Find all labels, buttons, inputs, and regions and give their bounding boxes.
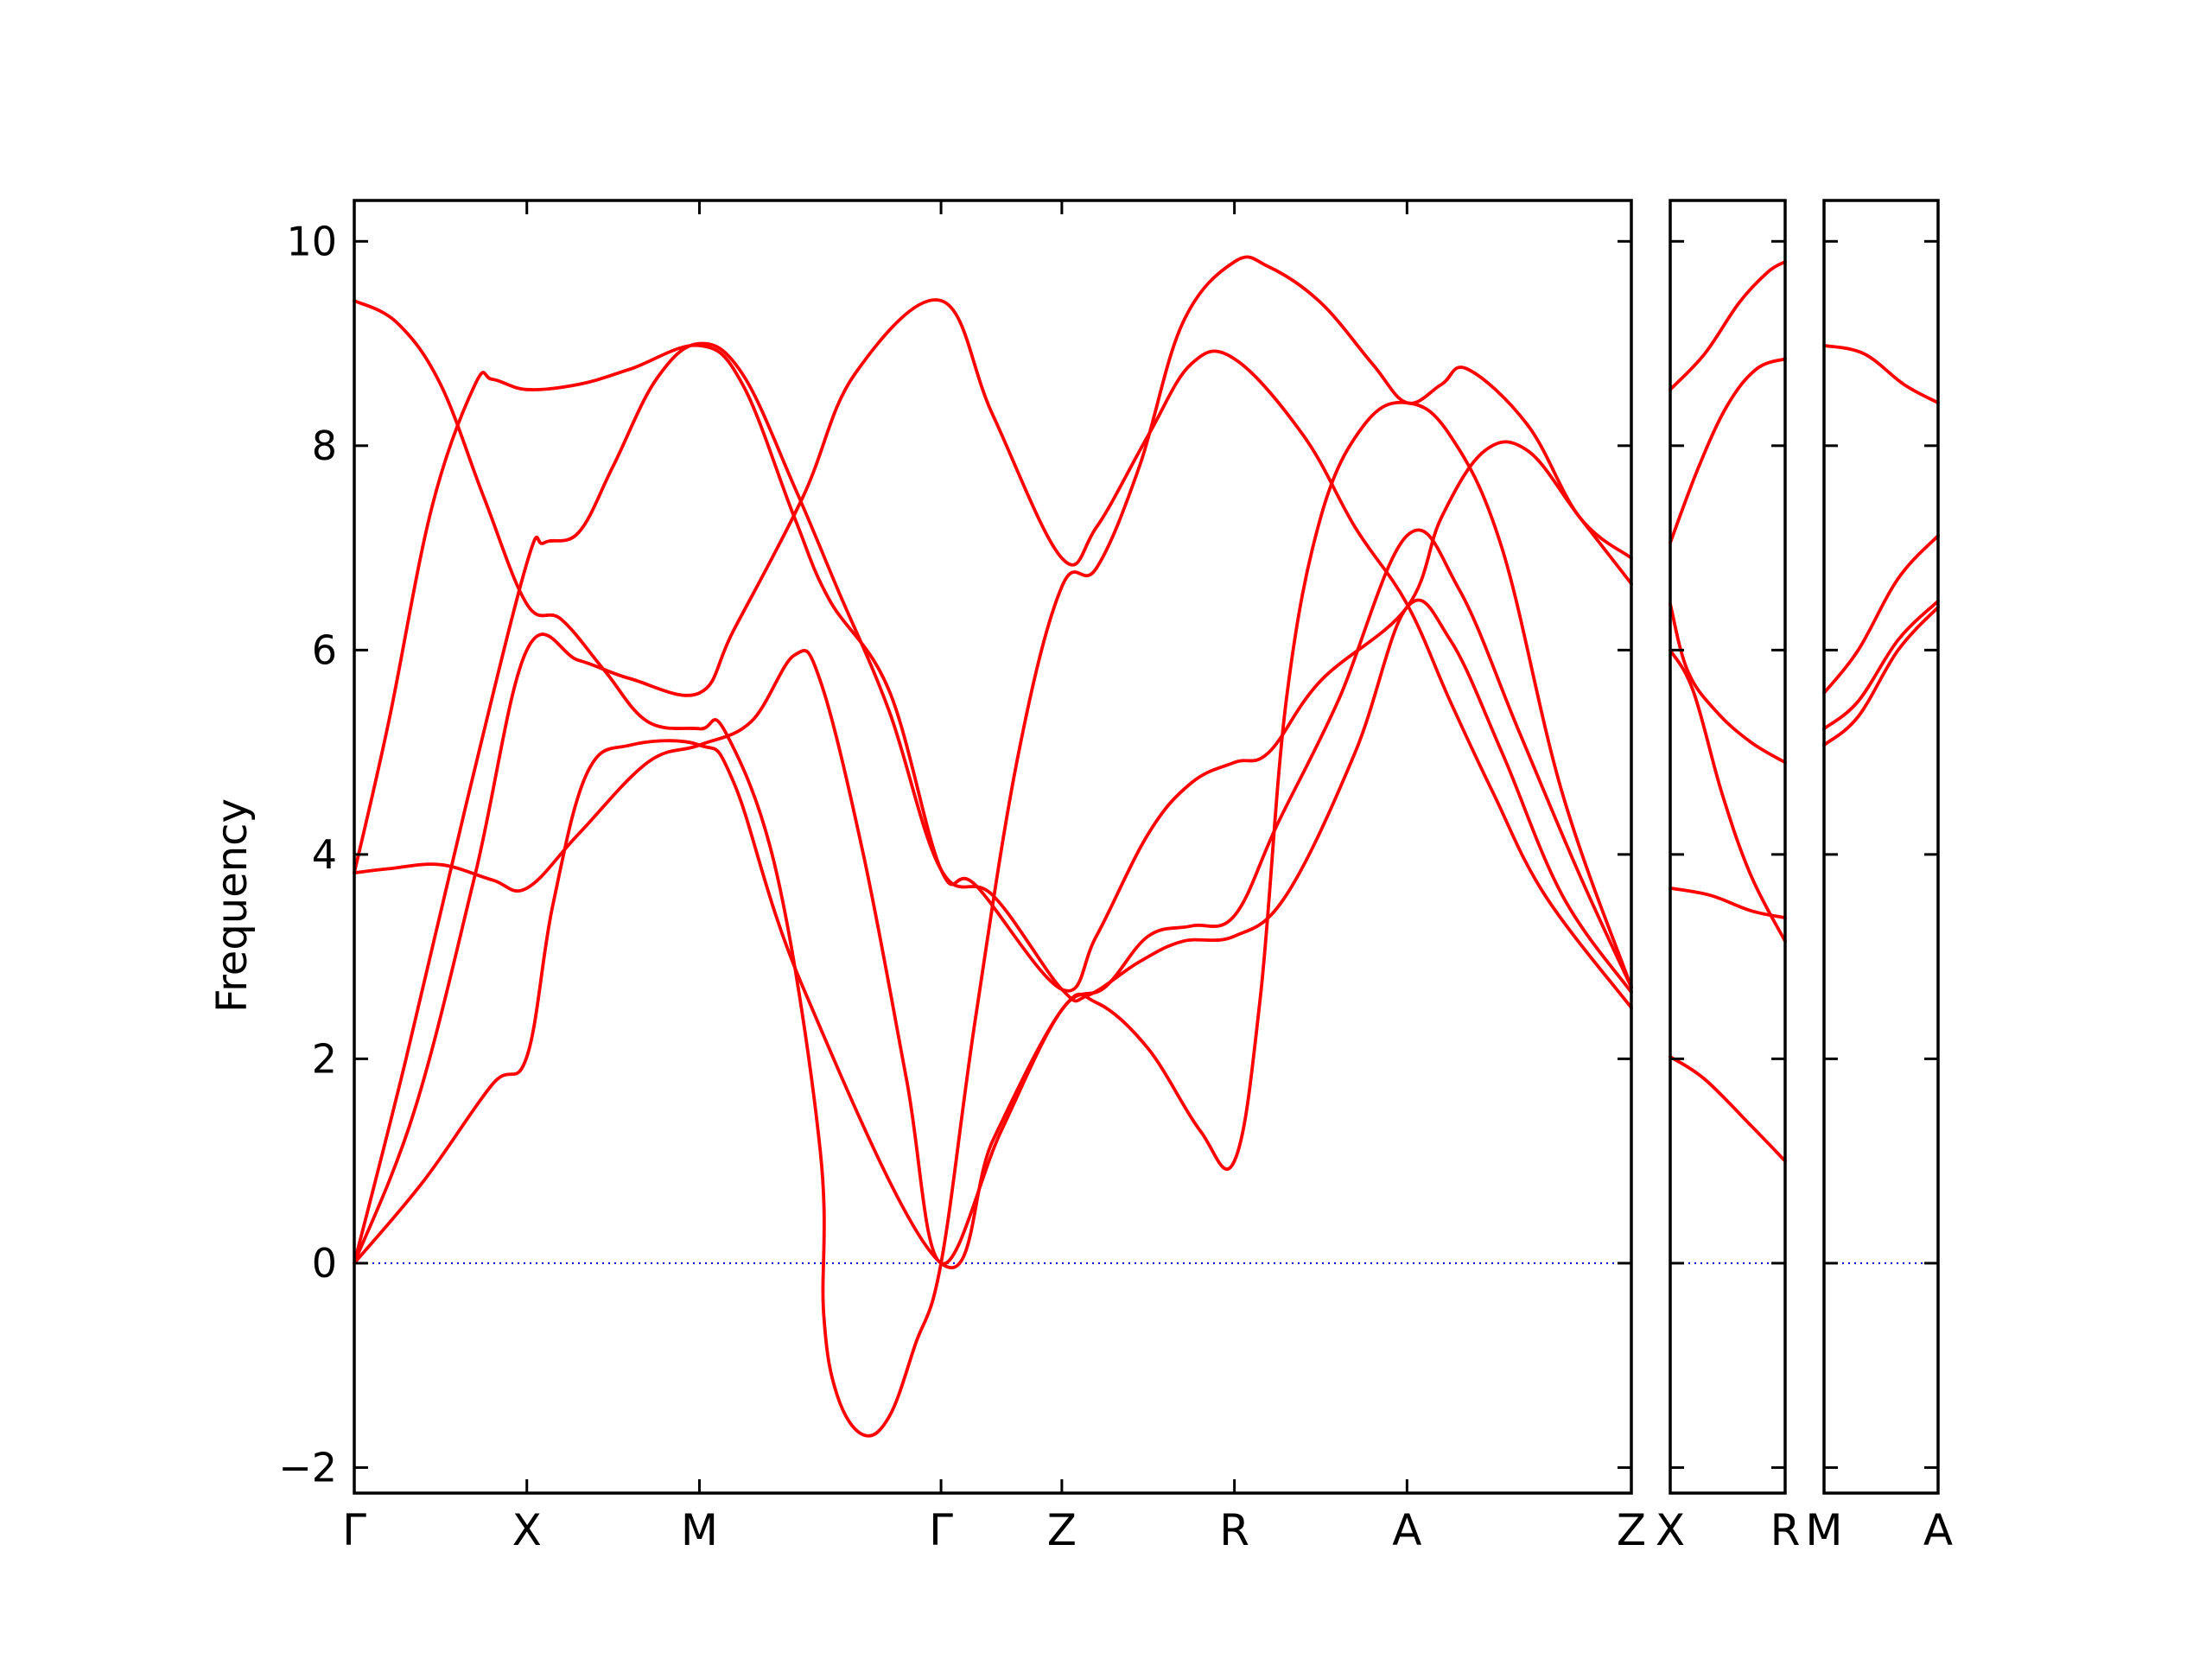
y-tick-label: 6 [312,626,337,673]
y-axis-label: Frequency [208,798,257,1013]
y-tick-label: −2 [278,1444,337,1491]
kpoint-label: Γ [342,1505,366,1555]
band-M-A-1 [1822,605,1940,747]
band-X-R-5 [1669,357,1787,545]
band-main-4 [353,528,1633,1266]
kpoint-label: R [1219,1505,1249,1555]
kpoint-label: R [1770,1505,1801,1555]
panel-frame [1822,199,1940,1495]
band-M-A-3 [1822,534,1940,695]
kpoint-label: A [1392,1505,1421,1555]
kpoint-label: Γ [929,1505,953,1555]
y-tick-label: 8 [312,423,337,469]
kpoint-label: Z [1617,1505,1646,1555]
band-M-A-2 [1822,599,1940,731]
kpoint-label: X [1656,1505,1685,1555]
y-tick-label: 4 [312,831,337,878]
kpoint-label: Z [1047,1505,1077,1555]
band-main-3 [353,341,1633,1265]
band-M-A-4 [1822,344,1940,405]
panel-frame [1669,199,1787,1495]
kpoint-label: M [1805,1505,1842,1555]
band-main-5 [353,343,1633,993]
band-X-R-3 [1669,648,1787,944]
kpoint-label: A [1923,1505,1953,1555]
kpoint-label: M [681,1505,718,1555]
y-tick-label: 0 [312,1240,337,1287]
band-main-1 [353,400,1633,1270]
band-main-6 [353,255,1633,1438]
band-X-R-4 [1669,602,1787,765]
panel-frame [353,199,1633,1495]
y-tick-label: 10 [286,218,337,264]
panel-main: −2 0 2 4 6 8 10 Γ X M Γ Z R A Z [278,199,1646,1555]
band-main-2 [353,298,1633,1265]
band-X-R-6 [1669,260,1787,391]
kpoint-label: X [512,1505,542,1555]
band-X-R-1 [1669,1055,1787,1163]
y-tick-label: 2 [312,1035,337,1082]
